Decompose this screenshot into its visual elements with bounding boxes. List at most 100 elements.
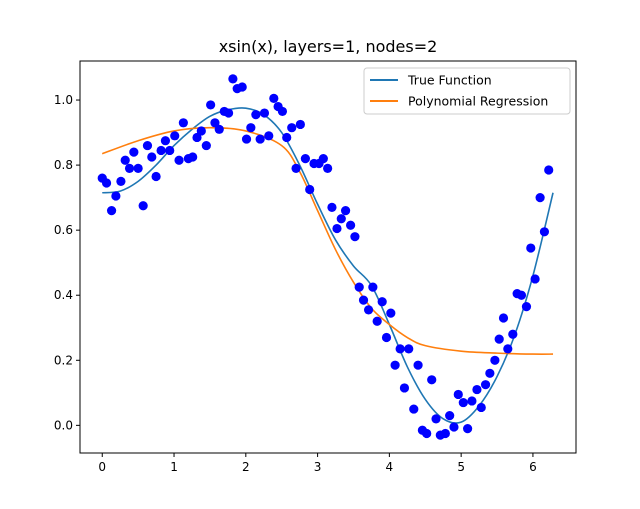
data-point — [409, 404, 419, 414]
data-point — [133, 163, 143, 173]
data-point — [151, 171, 161, 182]
data-point — [413, 360, 423, 370]
data-point — [363, 305, 374, 315]
data-point — [228, 74, 238, 84]
y-tick-label: 0.2 — [54, 353, 73, 367]
data-point — [255, 134, 265, 144]
x-tick-label: 3 — [314, 460, 322, 474]
data-point — [264, 131, 274, 141]
data-point — [516, 290, 527, 300]
data-point — [138, 201, 148, 211]
data-point — [503, 344, 513, 354]
data-point — [160, 136, 171, 146]
data-point — [453, 389, 463, 400]
data-point — [318, 153, 328, 164]
data-point — [142, 140, 153, 151]
data-point — [111, 191, 121, 201]
data-point — [246, 123, 256, 133]
data-point — [170, 131, 180, 141]
legend: True Function Polynomial Regression — [363, 67, 571, 115]
data-point — [350, 232, 360, 242]
data-point — [386, 308, 396, 318]
data-point — [336, 214, 346, 224]
data-point — [535, 193, 545, 203]
data-point — [526, 243, 536, 253]
data-point — [372, 316, 382, 326]
data-point — [395, 344, 405, 354]
data-point — [165, 145, 175, 156]
data-point — [251, 110, 261, 120]
regression-line-layer — [101, 126, 554, 355]
data-point — [124, 163, 135, 173]
data-point — [530, 274, 540, 284]
data-point — [196, 126, 206, 136]
data-point — [305, 184, 315, 195]
chart-title: xsin(x), layers=1, nodes=2 — [219, 37, 438, 56]
data-point — [295, 119, 305, 130]
y-tick-label: 0.0 — [54, 418, 73, 432]
data-point — [192, 132, 202, 143]
data-point — [201, 140, 211, 151]
data-point — [368, 282, 378, 292]
x-axis-ticks: 0 1 2 3 4 5 6 — [98, 453, 537, 474]
data-point — [346, 220, 356, 230]
data-point — [340, 206, 351, 216]
data-point — [323, 163, 333, 173]
data-point — [472, 384, 482, 395]
data-point — [404, 344, 414, 354]
data-point — [206, 100, 216, 110]
data-point — [494, 334, 504, 344]
true-function-line — [102, 107, 554, 424]
x-tick-label: 2 — [242, 460, 250, 474]
data-point — [463, 424, 473, 434]
data-point — [332, 223, 342, 234]
data-point — [327, 202, 337, 212]
x-tick-label: 5 — [457, 460, 465, 474]
data-point — [120, 155, 130, 165]
data-point — [458, 397, 468, 408]
data-point — [101, 178, 112, 188]
data-point — [354, 282, 364, 292]
data-point — [156, 145, 166, 156]
data-point — [422, 428, 432, 439]
data-point — [259, 108, 270, 118]
data-point — [241, 134, 252, 144]
regression-line — [101, 126, 554, 355]
legend-regression-label: Polynomial Regression — [408, 94, 548, 109]
data-point — [358, 295, 369, 305]
data-point — [178, 118, 188, 128]
y-tick-label: 0.6 — [54, 223, 73, 237]
data-point — [269, 93, 279, 104]
data-point — [449, 422, 459, 432]
data-point — [106, 206, 117, 216]
data-point — [539, 227, 550, 237]
data-point — [431, 414, 441, 424]
legend-true-function-label: True Function — [407, 73, 492, 88]
data-point — [508, 329, 518, 339]
data-point — [399, 383, 410, 393]
data-point — [480, 380, 491, 390]
data-point — [467, 396, 477, 406]
data-point — [282, 132, 292, 143]
plot-area — [97, 74, 554, 440]
data-point — [440, 428, 450, 439]
legend-box — [363, 67, 571, 115]
data-point — [210, 118, 220, 128]
data-point — [116, 176, 126, 186]
data-point — [129, 147, 139, 157]
data-point — [476, 402, 486, 413]
data-point — [381, 332, 392, 343]
data-point — [390, 360, 400, 370]
x-tick-label: 1 — [170, 460, 178, 474]
y-tick-label: 1.0 — [54, 93, 73, 107]
data-point — [445, 410, 455, 421]
data-point — [237, 82, 247, 92]
data-point — [544, 165, 554, 175]
axes-frame — [79, 60, 577, 454]
data-point — [521, 302, 532, 312]
x-tick-label: 4 — [386, 460, 394, 474]
data-point — [147, 152, 157, 162]
data-point — [427, 375, 437, 385]
y-axis-ticks: 0.0 0.2 0.4 0.6 0.8 1.0 — [54, 93, 80, 432]
